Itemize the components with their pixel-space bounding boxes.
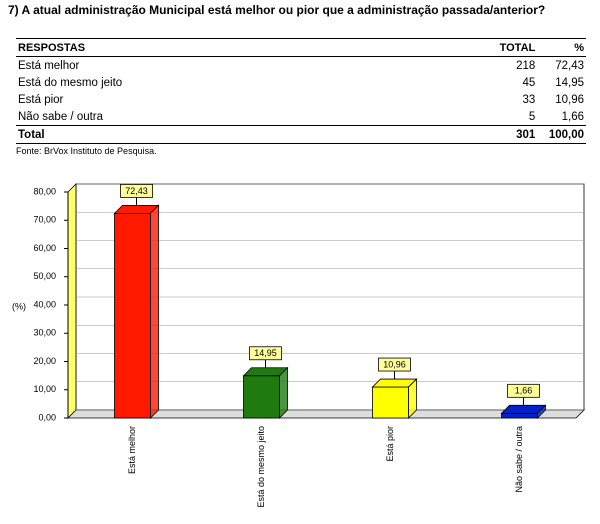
- x-tick-label: Não sabe / outra: [514, 426, 524, 493]
- bar-side: [408, 378, 417, 419]
- x-tick-label: Está do mesmo jeito: [256, 426, 266, 508]
- bar-side: [279, 366, 288, 419]
- value-label-box: [249, 346, 282, 361]
- chart: 0,00 10,00 20,00 30,00 40,00 50,00 60,00 70,00 8…: [12, 183, 585, 508]
- table-cell: 33: [522, 93, 536, 106]
- x-tick-label: Está pior: [385, 426, 395, 462]
- value-label: 14,95: [254, 348, 277, 358]
- table-row: Está do mesmo jeito 45 14,95: [16, 74, 586, 91]
- table-row: Não sabe / outra 5 1,66: [16, 108, 586, 126]
- y-tick-label: 60,00: [33, 243, 56, 253]
- y-tick-label: 70,00: [33, 215, 56, 225]
- bar: [114, 212, 151, 419]
- bar: [243, 375, 280, 419]
- table-row: Total 301 100,00: [16, 125, 586, 144]
- table-cell: TOTAL: [488, 38, 538, 57]
- value-label-box: [378, 357, 411, 372]
- table-cell: 5: [528, 110, 536, 123]
- y-tick-label: 0,00: [38, 412, 56, 422]
- table-cell: 100,00: [537, 125, 586, 144]
- table-cell: 45: [522, 76, 536, 89]
- bar-side: [537, 404, 546, 419]
- bar: [372, 386, 409, 419]
- table-cell: Total: [16, 125, 489, 144]
- table-cell: 218: [516, 59, 536, 72]
- table-cell: 301: [488, 125, 538, 144]
- question-title: 7) A atual administração Municipal está …: [8, 3, 546, 17]
- value-label-box: [120, 183, 153, 198]
- value-label-box: [507, 383, 540, 398]
- x-tick-label: Está melhor: [127, 426, 137, 474]
- value-label: 72,43: [125, 186, 148, 196]
- y-tick-label: 20,00: [33, 356, 56, 366]
- y-tick-label: 80,00: [33, 186, 56, 196]
- results-table: RESPOSTAS TOTAL% Está melhor 218 72,43 Está d…: [16, 38, 586, 144]
- y-tick-label: 30,00: [33, 328, 56, 338]
- table-cell: Não sabe / outra: [18, 110, 104, 123]
- source-note: Fonte: BrVox Instituto de Pesquisa.: [16, 146, 157, 156]
- table-cell: Está do mesmo jeito: [18, 76, 123, 89]
- table-cell: Está melhor: [18, 59, 80, 72]
- table-cell: RESPOSTAS: [16, 38, 489, 57]
- table-row: RESPOSTAS TOTAL%: [16, 38, 586, 57]
- table-cell: Está pior: [18, 93, 64, 106]
- y-tick-label: 40,00: [33, 299, 56, 309]
- y-tick-label: 50,00: [33, 271, 56, 281]
- left-wall: [67, 183, 77, 419]
- table-cell: 14,95: [555, 76, 584, 89]
- bar-side: [150, 204, 159, 419]
- value-label: 10,96: [383, 359, 406, 369]
- y-axis-label: (%): [12, 301, 26, 311]
- table-row: Está pior 33 10,96: [16, 91, 586, 108]
- bar: [501, 412, 538, 419]
- value-label: 1,66: [515, 386, 533, 396]
- table-cell: 72,43: [555, 59, 584, 72]
- table-cell: %: [537, 38, 586, 57]
- table-cell: 10,96: [555, 93, 584, 106]
- table-cell: 1,66: [561, 110, 584, 123]
- table-row: Está melhor 218 72,43: [16, 57, 586, 75]
- y-tick-label: 10,00: [33, 384, 56, 394]
